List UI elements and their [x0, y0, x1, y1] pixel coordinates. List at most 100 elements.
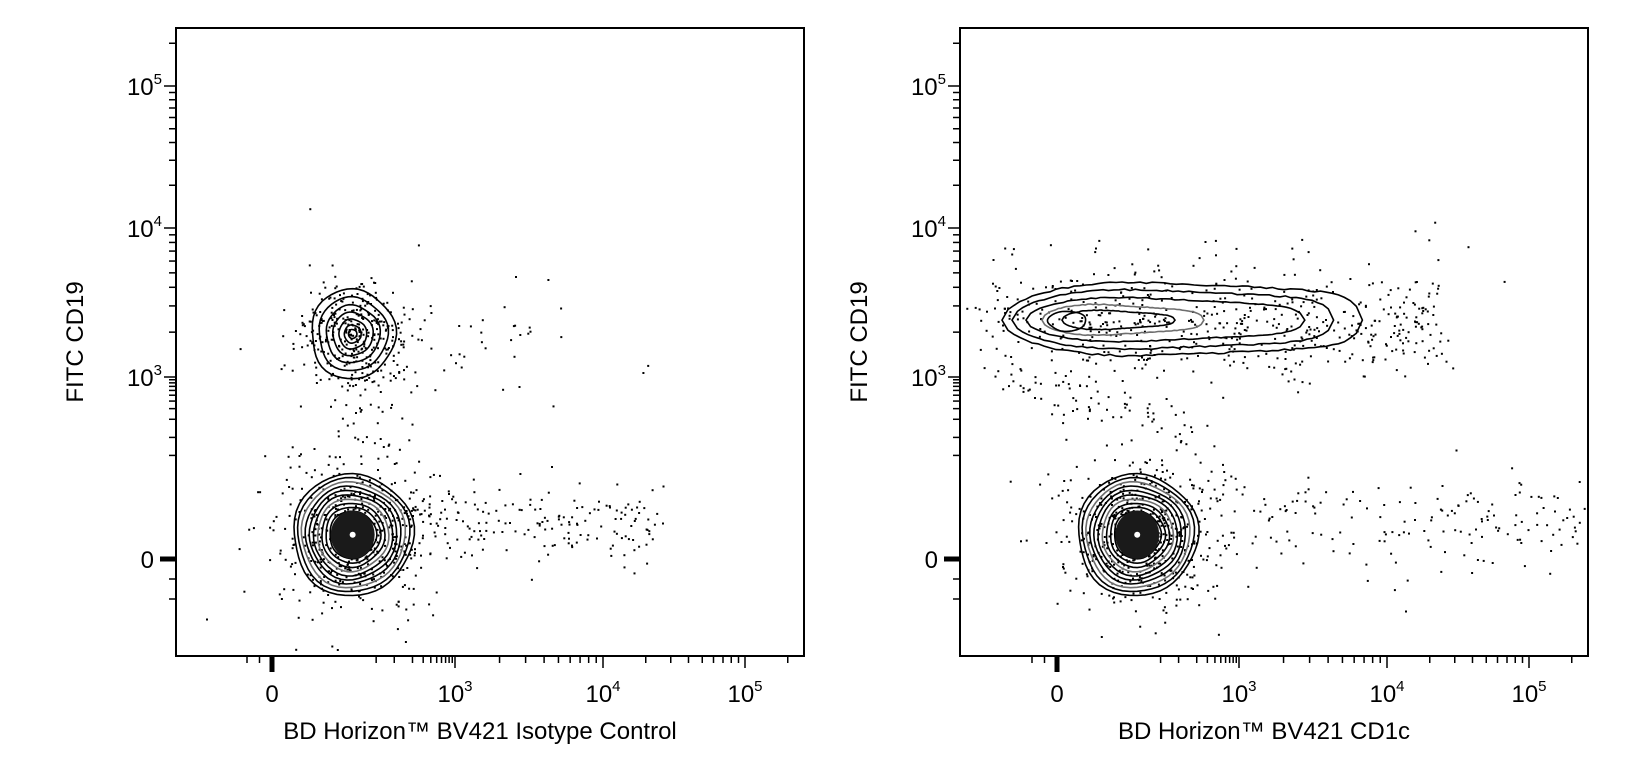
event-dot	[1133, 367, 1136, 370]
event-dot	[331, 645, 334, 648]
event-dot	[366, 302, 369, 305]
event-dot	[528, 326, 531, 329]
event-dot	[1246, 326, 1249, 329]
contour-line	[1092, 489, 1183, 581]
event-dot	[1122, 295, 1125, 298]
event-dot	[324, 340, 327, 343]
event-dot	[1085, 385, 1088, 388]
event-dot	[1087, 359, 1090, 362]
event-dot	[1124, 406, 1127, 409]
event-dot	[349, 486, 352, 489]
event-dot	[630, 508, 633, 511]
event-dot	[365, 362, 368, 365]
event-dot	[1002, 324, 1004, 327]
event-dot	[1491, 503, 1494, 506]
event-dot	[346, 564, 349, 566]
event-dot	[252, 527, 255, 530]
event-dot	[1228, 348, 1231, 351]
event-dot	[1166, 321, 1168, 324]
event-dot	[311, 308, 314, 311]
event-dot	[359, 410, 362, 413]
event-dot	[362, 441, 364, 444]
event-dot	[387, 347, 390, 349]
event-dot	[1235, 322, 1238, 325]
event-dot	[578, 482, 581, 485]
event-dot	[403, 340, 406, 343]
event-dot	[412, 603, 415, 606]
event-dot	[1087, 406, 1090, 409]
event-dot	[345, 328, 348, 331]
event-dot	[1482, 559, 1485, 562]
event-dot	[1126, 509, 1129, 512]
x-tick-base: 10	[1221, 681, 1248, 708]
event-dot	[355, 308, 358, 311]
event-dot	[1070, 370, 1072, 373]
event-dot	[412, 507, 415, 510]
event-dot	[518, 386, 521, 388]
event-dot	[1241, 320, 1244, 323]
event-dot	[314, 361, 317, 364]
event-dot	[348, 569, 351, 572]
event-dot	[1075, 513, 1078, 516]
event-dot	[392, 360, 395, 362]
event-dot	[1417, 322, 1420, 325]
event-dot	[367, 363, 370, 366]
event-dot	[1232, 531, 1235, 534]
event-dot	[1004, 354, 1007, 357]
event-dot	[1358, 322, 1361, 325]
event-dot	[492, 531, 495, 534]
event-dot	[1227, 354, 1230, 357]
event-dot	[305, 335, 308, 338]
event-dot	[355, 559, 358, 562]
event-dot	[1362, 375, 1365, 378]
event-dot	[455, 519, 458, 521]
event-dot	[334, 600, 337, 603]
event-dot	[356, 567, 359, 570]
event-dot	[485, 521, 488, 524]
x-tick-base: 0	[1050, 681, 1063, 708]
event-dot	[420, 339, 423, 342]
event-dot	[1193, 574, 1196, 577]
event-dot	[381, 410, 384, 413]
event-dot	[1549, 572, 1552, 575]
event-dot	[396, 628, 399, 631]
event-dot	[1416, 321, 1419, 324]
event-dot	[341, 495, 344, 498]
event-dot	[1082, 510, 1085, 513]
event-dot	[480, 341, 483, 344]
event-dot	[1189, 478, 1192, 481]
event-dot	[451, 498, 454, 501]
event-dot	[335, 322, 338, 325]
event-dot	[985, 329, 988, 332]
event-dot	[611, 544, 614, 547]
event-dot	[1166, 539, 1169, 541]
event-dot	[647, 518, 650, 521]
event-dot	[1234, 277, 1237, 280]
event-dot	[1393, 325, 1396, 327]
event-dot	[1562, 519, 1565, 522]
event-dot	[1394, 561, 1397, 564]
event-dot	[383, 559, 386, 562]
event-dot	[1220, 566, 1223, 569]
event-dot	[1198, 257, 1201, 260]
event-dot	[1157, 562, 1160, 565]
event-dot	[309, 320, 312, 323]
event-dot	[1111, 515, 1114, 517]
event-dot	[376, 422, 379, 425]
event-dot	[1514, 524, 1517, 527]
event-dot	[1047, 473, 1050, 476]
event-dot	[1314, 512, 1317, 515]
event-dot	[484, 347, 487, 350]
event-dot	[1255, 566, 1258, 569]
event-dot	[1070, 290, 1073, 293]
event-dot	[1130, 287, 1133, 289]
event-dot	[481, 548, 484, 551]
event-dot	[358, 378, 361, 381]
event-dot	[337, 377, 340, 380]
event-dot	[1437, 259, 1440, 262]
event-dot	[340, 500, 343, 502]
event-dot	[1118, 320, 1121, 323]
event-dot	[1387, 293, 1390, 296]
event-dot	[1435, 323, 1438, 326]
event-dot	[1178, 533, 1181, 536]
